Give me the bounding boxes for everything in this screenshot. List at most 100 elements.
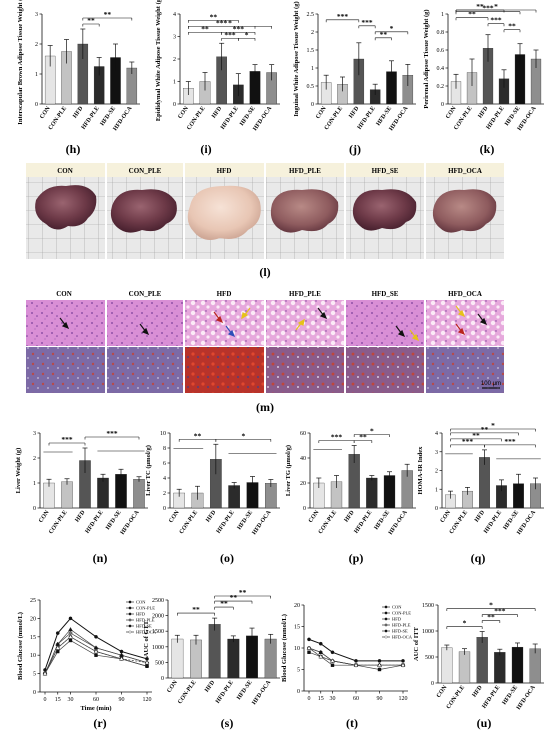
y-tick-label: 1 (435, 487, 438, 493)
y-tick-label: 1 (311, 66, 314, 72)
y-tick-label: 2000 (152, 614, 164, 620)
data-point (354, 659, 358, 663)
x-tick-label: HFD (472, 684, 485, 698)
legend-marker (128, 600, 132, 604)
y-tick-label: 0.8 (437, 30, 445, 36)
y-tick-label: 2 (35, 42, 38, 48)
panel-label-t: (t) (346, 716, 358, 730)
y-tick-label: 0 (441, 102, 444, 108)
x-tick-label: HFD (348, 105, 361, 119)
y-tick-label: 1000 (422, 629, 434, 635)
data-point (119, 656, 124, 661)
y-tick-label: 0 (435, 506, 438, 512)
legend-label: CON-PLE (136, 606, 155, 611)
y-tick-label: 10 (294, 646, 300, 652)
y-tick-label: 0 (33, 506, 36, 512)
bar (441, 647, 453, 684)
x-tick-label: CON (445, 105, 458, 120)
y-tick-label: 0 (161, 676, 164, 682)
y-tick-label: 0 (163, 506, 166, 512)
oil-red-stain-image (346, 347, 424, 393)
x-tick-label: HFD-SE (105, 510, 123, 531)
significance-label: * (491, 421, 495, 430)
legend-marker (384, 617, 388, 621)
y-tick-label: 4 (163, 476, 166, 482)
he-stain-image (107, 300, 183, 346)
significance-label: * (390, 24, 394, 33)
data-point (94, 653, 98, 657)
bar (366, 477, 378, 509)
histology-column-label: HFD_OCA (448, 290, 482, 298)
bar (171, 638, 184, 679)
legend-marker (128, 606, 132, 610)
x-tick-label: HFD (205, 509, 218, 523)
bar (458, 651, 471, 684)
histology-column-label: HFD (217, 290, 232, 298)
y-tick-label: 2.5 (307, 12, 315, 18)
liver-column-label: CON_PLE (129, 167, 162, 175)
y-tick-label: 2500 (152, 598, 164, 604)
significance-label: *** (337, 12, 349, 21)
y-axis-label: Perirenal Adipose Tissue Weight (g) (423, 9, 430, 108)
x-tick-label: CON-PLE (48, 510, 68, 536)
y-axis-label: Blood Glucose (mmol/L) (281, 614, 288, 682)
chart-s-auc-gtt: 0 500 1000 1500 2000 2500 AUC of GTT CONCON-PLE… (143, 588, 280, 706)
significance-label: ** (472, 431, 480, 440)
x-tick-label: HFD-PLE (483, 510, 503, 535)
y-tick-label: 500 (155, 660, 164, 666)
y-tick-label: 3 (33, 431, 36, 437)
x-tick-label: HFD-SE (239, 106, 257, 127)
data-point (42, 671, 48, 676)
bar (190, 639, 202, 679)
bar (476, 637, 488, 684)
data-point (68, 616, 73, 621)
x-tick-label: CON (38, 509, 51, 524)
significance-label: *** (224, 30, 236, 39)
x-tick-label: HFD (477, 105, 490, 119)
y-tick-label: 0 (35, 102, 38, 108)
y-tick-label: 1.5 (307, 48, 315, 54)
y-tick-label: 15 (294, 625, 300, 631)
y-tick-label: 1500 (422, 603, 434, 609)
chart-r-gtt-curve: 0 5 10 15 20 25 0 15 30 60 90 120 Time (min) Blood Gl… (17, 598, 157, 712)
arrow-marker (59, 307, 488, 338)
bar (115, 474, 127, 509)
scale-bar-label: 100 μm (481, 381, 501, 387)
panel-label-u: (u) (477, 716, 492, 730)
significance-label: ** (192, 605, 200, 614)
liver-column-label: HFD (217, 167, 232, 175)
y-tick-label: 500 (425, 655, 434, 661)
y-tick-label: 3 (173, 35, 176, 41)
legend-marker (128, 630, 132, 634)
significance-label: *** (490, 16, 502, 25)
x-tick-label: 0 (308, 696, 311, 702)
data-point (318, 654, 324, 659)
data-point (377, 667, 382, 672)
legend-label: HFD-OCA (392, 635, 413, 640)
y-axis-label: Liver Weight (g) (15, 448, 22, 494)
y-axis-label: AUC of GTT (143, 620, 150, 657)
y-tick-label: 2 (163, 491, 166, 497)
panel-label-i: (i) (200, 142, 211, 156)
significance-label: ** (481, 425, 489, 434)
y-tick-label: 25 (30, 598, 36, 604)
x-tick-label: 60 (93, 697, 99, 703)
x-tick-label: HFD-SE (503, 510, 521, 531)
x-tick-label: HFD-SE (376, 106, 394, 127)
significance-label: ** (508, 22, 516, 31)
legend-marker (384, 623, 388, 627)
y-tick-label: 1500 (152, 629, 164, 635)
bar (529, 648, 541, 684)
data-point (318, 641, 323, 646)
significance-label: * (228, 18, 232, 27)
legend-marker (128, 624, 132, 628)
data-point (330, 650, 335, 655)
significance-label: *** (61, 435, 73, 444)
x-tick-label: HFD-SE (502, 685, 520, 706)
x-tick-label: 0 (44, 697, 47, 703)
significance-label: ** (468, 10, 476, 19)
bar (208, 624, 221, 679)
chart-t-itt-curve: 0 5 10 15 20 0 15 30 60 90 120 Blood Glucose (mmol/… (281, 603, 413, 702)
